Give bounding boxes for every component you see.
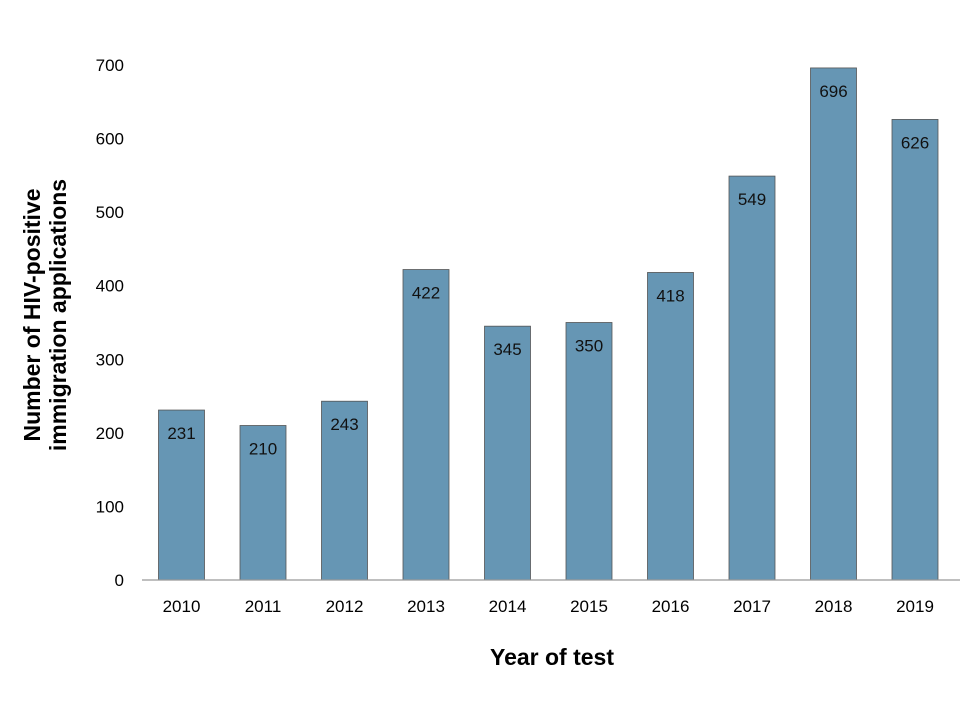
x-tick-label: 2018 xyxy=(815,597,853,616)
x-tick-label: 2016 xyxy=(652,597,690,616)
data-label: 422 xyxy=(412,284,440,303)
data-label: 345 xyxy=(493,340,521,359)
x-tick-label: 2013 xyxy=(407,597,445,616)
y-axis-ticks: 0 100 200 300 400 500 600 700 xyxy=(96,56,124,590)
data-label: 626 xyxy=(901,133,929,152)
data-label: 231 xyxy=(167,424,195,443)
x-tick-label: 2011 xyxy=(245,597,282,616)
x-tick-label: 2019 xyxy=(896,597,934,616)
bar-2018 xyxy=(810,67,857,581)
bar-2012 xyxy=(321,400,368,581)
bar-2010 xyxy=(158,409,205,581)
data-label: 549 xyxy=(738,190,766,209)
y-tick-label: 700 xyxy=(96,56,124,75)
x-tick-label: 2017 xyxy=(733,597,771,616)
y-tick-label: 300 xyxy=(96,350,124,369)
y-tick-label: 100 xyxy=(96,497,124,516)
y-axis-label: Number of HIV-positive immigration appli… xyxy=(19,179,71,451)
x-tick-label: 2010 xyxy=(163,597,201,616)
bars: 231 210 243 422 345 350 418 549 696 626 xyxy=(158,67,939,581)
y-axis-label-line-2: immigration applications xyxy=(45,179,71,451)
bar-2019 xyxy=(891,119,939,581)
bar-2011 xyxy=(239,425,287,581)
data-label: 696 xyxy=(819,82,847,101)
bar-2016 xyxy=(647,272,694,581)
y-tick-label: 600 xyxy=(96,130,124,149)
x-tick-label: 2015 xyxy=(570,597,608,616)
y-tick-label: 500 xyxy=(96,203,124,222)
y-tick-label: 0 xyxy=(115,571,124,590)
x-tick-label: 2012 xyxy=(326,597,364,616)
data-label: 210 xyxy=(249,440,277,459)
data-label: 350 xyxy=(575,337,603,356)
y-tick-label: 200 xyxy=(96,424,124,443)
data-label: 243 xyxy=(330,415,358,434)
bar-2017 xyxy=(728,175,776,581)
data-label: 418 xyxy=(656,286,684,305)
bar-2013 xyxy=(402,269,450,581)
y-axis-label-line-1: Number of HIV-positive xyxy=(19,188,45,441)
x-tick-label: 2014 xyxy=(489,597,527,616)
x-axis-label: Year of test xyxy=(490,644,614,670)
bar-2015 xyxy=(565,322,613,581)
bar-2014 xyxy=(484,325,531,581)
y-tick-label: 400 xyxy=(96,277,124,296)
x-axis-ticks: 2010 2011 2012 2013 2014 2015 2016 2017 2018 2019 xyxy=(163,597,934,616)
